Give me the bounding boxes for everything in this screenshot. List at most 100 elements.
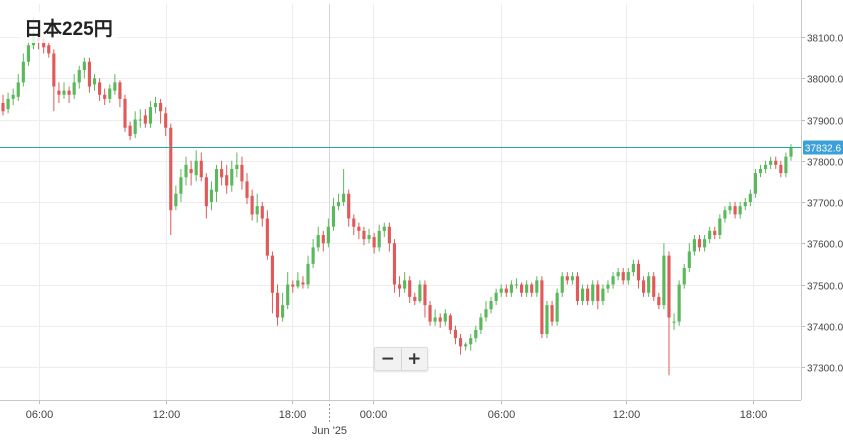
zoom-in-button[interactable]: +: [400, 348, 428, 370]
candle: [514, 278, 519, 289]
candle: [606, 280, 610, 293]
candle-body: [194, 160, 198, 176]
candle-body: [347, 193, 351, 219]
current-price-layer: 37832.6: [0, 140, 843, 155]
candle: [123, 94, 127, 132]
x-tick-label: 18:00: [740, 409, 768, 421]
candle-body: [784, 156, 788, 174]
candle: [87, 57, 92, 93]
candle-body: [265, 218, 269, 256]
candle-body: [474, 329, 478, 339]
candle-body: [184, 164, 188, 178]
candle-body: [392, 243, 397, 285]
candle: [67, 86, 71, 103]
y-tick-label: 37500.0: [807, 282, 843, 293]
zoom-control: − +: [374, 347, 428, 371]
candle: [448, 313, 452, 334]
candle: [692, 235, 696, 256]
candle: [530, 282, 534, 297]
candle: [764, 160, 768, 174]
candle-body: [113, 82, 117, 91]
candle-body: [169, 127, 173, 211]
candle-body: [189, 169, 193, 174]
candle-body: [1, 103, 5, 112]
candle: [540, 276, 544, 339]
candle: [377, 224, 381, 252]
candle: [316, 226, 320, 252]
candle-body: [133, 119, 137, 134]
candle-body: [682, 268, 686, 285]
candle-body: [397, 284, 402, 289]
candle-body: [469, 338, 473, 345]
y-tick-label: 37800.0: [807, 158, 843, 169]
x-tick-label: 00:00: [360, 409, 388, 421]
candle: [611, 272, 615, 289]
candle: [291, 280, 295, 293]
candle: [652, 272, 656, 301]
candle: [474, 325, 478, 343]
candle: [92, 74, 97, 91]
candle: [525, 280, 529, 297]
candle: [560, 272, 564, 297]
candle: [250, 189, 254, 221]
candle-body: [738, 206, 742, 215]
candle-body: [702, 239, 707, 248]
candle-body: [153, 103, 158, 108]
candle-body: [774, 160, 778, 165]
candle-body: [545, 305, 549, 334]
candle: [728, 202, 732, 215]
candle-body: [336, 202, 341, 207]
candle-body: [494, 292, 498, 301]
candle: [789, 144, 793, 161]
candle: [387, 222, 391, 252]
candle: [230, 160, 234, 192]
candle-body: [458, 338, 463, 347]
candle-body: [723, 210, 727, 219]
candle: [143, 109, 147, 128]
candle: [484, 301, 488, 322]
candle-body: [108, 88, 112, 99]
candle: [403, 272, 407, 293]
candle: [586, 284, 590, 306]
candle: [433, 309, 437, 326]
candle: [286, 272, 290, 310]
candle-body: [453, 329, 458, 339]
zoom-out-button[interactable]: −: [380, 348, 395, 369]
candle-layer: [1, 16, 793, 376]
candle-body: [448, 315, 452, 330]
candle-body: [636, 263, 641, 281]
candle: [555, 288, 559, 326]
candle-body: [575, 276, 580, 301]
candle-body: [377, 230, 381, 248]
candle-body: [616, 272, 620, 277]
candle-body: [606, 284, 610, 289]
candle: [713, 226, 717, 240]
candle-body: [586, 288, 590, 301]
candle-body: [270, 255, 275, 293]
candle: [240, 156, 244, 190]
candle: [489, 296, 493, 314]
candle: [159, 98, 163, 124]
candle: [550, 301, 554, 326]
candle: [453, 325, 458, 345]
candle: [545, 301, 549, 339]
candle-body: [255, 206, 259, 215]
candle: [281, 292, 285, 322]
candle: [423, 280, 427, 318]
candle: [199, 152, 203, 182]
candle: [601, 284, 605, 306]
candle: [596, 280, 600, 310]
candle: [108, 84, 112, 103]
candle-body: [718, 218, 722, 235]
x-tick-label: 12:00: [153, 409, 181, 421]
candle: [52, 49, 56, 112]
candle: [443, 309, 447, 326]
candle: [662, 243, 666, 310]
candle-body: [372, 237, 376, 248]
candle: [367, 228, 371, 244]
candle-body: [423, 284, 427, 306]
candle: [636, 259, 641, 289]
candle: [1, 94, 5, 116]
candle-body: [697, 239, 702, 248]
